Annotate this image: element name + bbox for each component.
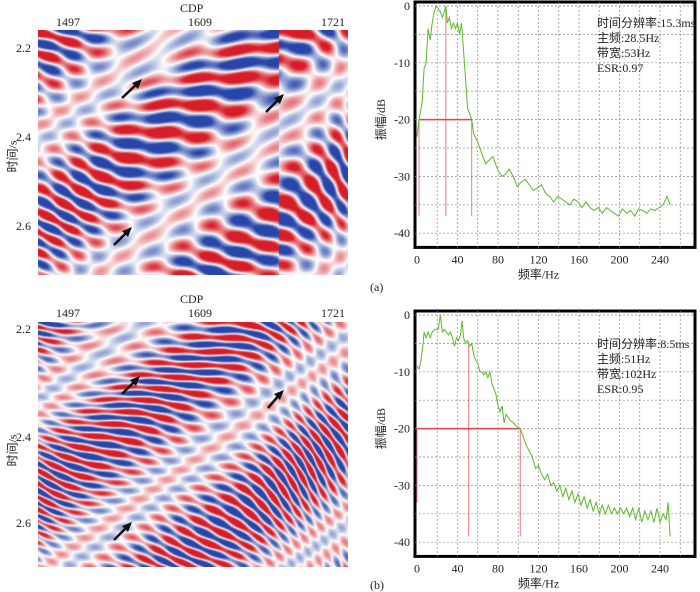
- x-tick-label: 240: [651, 252, 669, 266]
- time-tick: 2.6: [16, 219, 31, 233]
- x-axis-title: 频率/Hz: [518, 266, 559, 281]
- y-tick-label: -30: [394, 478, 410, 492]
- plot-frame: [413, 0, 697, 249]
- arrows-a: [113, 79, 284, 246]
- y-tick-label: -20: [394, 113, 410, 127]
- spectrum-chart-b: 0 40 80 120 160 200 240 0 -10 -20 -30 -40 频率/Hz 振幅/dB…: [373, 308, 697, 590]
- arrow-icon: [121, 79, 142, 99]
- time-tick: 2.4: [16, 130, 31, 144]
- x-axis-title: 频率/Hz: [518, 575, 559, 590]
- y-tick-label: -10: [394, 365, 410, 379]
- time-tick: 2.6: [16, 516, 31, 530]
- cdp-tick: 1497: [56, 15, 80, 29]
- arrow-icon: [265, 94, 284, 113]
- spectrum-info-text: 时间分辨率:15.3ms: [597, 15, 696, 30]
- panel-label-b: (b): [370, 578, 384, 592]
- spectrum-curve: [416, 314, 671, 537]
- x-tick-label: 120: [530, 252, 548, 266]
- spectrum-info-text: ESR:0.95: [597, 382, 643, 396]
- y-tick-label: -30: [394, 169, 410, 183]
- x-tick-label: 40: [452, 561, 464, 575]
- plot-frame: [413, 309, 697, 558]
- x-tick-label: 120: [530, 561, 548, 575]
- cdp-axis-title: CDP: [180, 292, 204, 306]
- y-tick-label: -40: [394, 226, 410, 240]
- y-axis-title: 振幅/dB: [373, 99, 388, 140]
- time-tick: 2.4: [16, 430, 31, 444]
- cdp-tick: 1609: [188, 15, 212, 29]
- time-tick: 2.2: [16, 322, 31, 336]
- cdp-tick: 1721: [321, 15, 345, 29]
- spectrum-info-text: 带宽:102Hz: [597, 366, 656, 381]
- y-tick-label: 0: [404, 0, 410, 13]
- section-panel-a: CDP 1497 1609 1721 2.2 2.4 2.6 时间/s: [0, 0, 360, 292]
- time-axis-title: 时间/s: [5, 140, 20, 173]
- spectrum-info-text: ESR:0.97: [597, 61, 643, 75]
- x-tick-label: 240: [651, 561, 669, 575]
- x-tick-label: 0: [414, 561, 420, 575]
- cdp-tick: 1609: [188, 306, 212, 320]
- time-tick: 2.2: [16, 41, 31, 55]
- spectrum-info-text: 时间分辨率:8.5ms: [597, 336, 690, 351]
- x-tick-label: 160: [570, 561, 588, 575]
- arrow-icon: [113, 227, 132, 246]
- spectrum-curve: [416, 4, 671, 218]
- time-axis-title: 时间/s: [5, 434, 20, 467]
- x-tick-label: 160: [570, 252, 588, 266]
- y-tick-label: -20: [394, 422, 410, 436]
- x-tick-label: 0: [414, 252, 420, 266]
- x-tick-label: 200: [611, 252, 629, 266]
- cdp-tick: 1497: [56, 306, 80, 320]
- seismic-section-a: [38, 30, 348, 275]
- spectrum-info-text: 带宽:53Hz: [597, 45, 650, 60]
- arrow-icon: [113, 522, 132, 541]
- arrow-icon: [267, 390, 284, 409]
- spectrum-info-text: 主频:51Hz: [597, 352, 650, 366]
- spectrum-chart-a: 0 40 80 120 160 200 240 0 -10 -20 -30 -40 频率/Hz 振幅/dB…: [373, 0, 697, 281]
- y-axis-title: 振幅/dB: [373, 408, 388, 449]
- section-panel-b: CDP 1497 1609 1721 2.2 2.4 2.6 时间/s: [0, 292, 360, 592]
- arrow-icon: [121, 376, 140, 395]
- arrows-b: [113, 376, 284, 541]
- cdp-axis-title: CDP: [180, 1, 204, 15]
- seismic-section-b: [38, 322, 348, 567]
- x-tick-label: 200: [611, 561, 629, 575]
- panel-label-a: (a): [370, 280, 384, 294]
- y-tick-label: -40: [394, 535, 410, 549]
- spectrum-info-text: 主频:28.5Hz: [597, 31, 659, 45]
- y-tick-label: -10: [394, 56, 410, 70]
- x-tick-label: 40: [452, 252, 464, 266]
- x-tick-label: 80: [492, 252, 504, 266]
- cdp-tick: 1721: [321, 306, 345, 320]
- y-tick-label: 0: [404, 308, 410, 322]
- x-tick-label: 80: [492, 561, 504, 575]
